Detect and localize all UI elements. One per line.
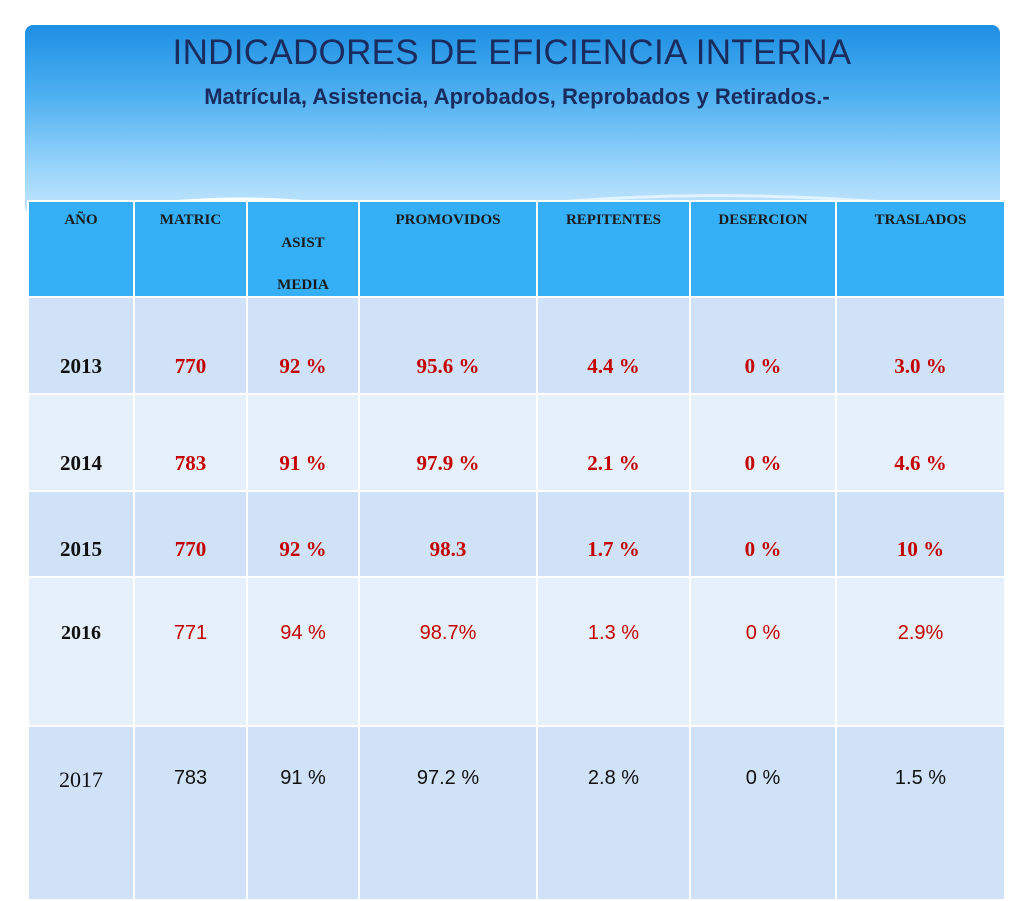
cell-matric: 783 <box>133 725 248 901</box>
cell-year: 2015 <box>27 490 135 578</box>
indicators-table: AÑO MATRIC ASIST MEDIA PROMOVIDOS REPITE… <box>27 200 1006 901</box>
cell-asist: 91 % <box>246 725 360 901</box>
cell-repitentes: 2.1 % <box>536 393 691 492</box>
cell-traslados: 2.9% <box>835 576 1006 727</box>
cell-promovidos: 98.7% <box>358 576 538 727</box>
cell-matric: 771 <box>133 576 248 727</box>
cell-repitentes: 4.4 % <box>536 296 691 395</box>
cell-repitentes: 1.7 % <box>536 490 691 578</box>
cell-matric: 770 <box>133 296 248 395</box>
cell-repitentes: 1.3 % <box>536 576 691 727</box>
table-header-row: AÑO MATRIC ASIST MEDIA PROMOVIDOS REPITE… <box>27 200 1006 298</box>
cell-year: 2016 <box>27 576 135 727</box>
header-year: AÑO <box>27 200 135 298</box>
cell-promovidos: 95.6 % <box>358 296 538 395</box>
header-traslados: TRASLADOS <box>835 200 1006 298</box>
header-promovidos: PROMOVIDOS <box>358 200 538 298</box>
cell-asist: 94 % <box>246 576 360 727</box>
cell-desercion: 0 % <box>689 725 837 901</box>
cell-year: 2013 <box>27 296 135 395</box>
cell-repitentes: 2.8 % <box>536 725 691 901</box>
cell-traslados: 1.5 % <box>835 725 1006 901</box>
table-row: 2017 783 91 % 97.2 % 2.8 % 0 % 1.5 % <box>27 725 1006 901</box>
cell-asist: 92 % <box>246 296 360 395</box>
cell-asist: 92 % <box>246 490 360 578</box>
cell-asist: 91 % <box>246 393 360 492</box>
header-asist-media: ASIST MEDIA <box>246 200 360 298</box>
header-desercion: DESERCION <box>689 200 837 298</box>
table-row: 2015 770 92 % 98.3 1.7 % 0 % 10 % <box>27 490 1006 578</box>
page-subtitle: Matrícula, Asistencia, Aprobados, Reprob… <box>204 84 830 109</box>
cell-desercion: 0 % <box>689 490 837 578</box>
header-matric: MATRIC <box>133 200 248 298</box>
header-asist: ASIST <box>281 235 325 251</box>
cell-promovidos: 97.2 % <box>358 725 538 901</box>
cell-promovidos: 98.3 <box>358 490 538 578</box>
header-repitentes: REPITENTES <box>536 200 691 298</box>
cell-desercion: 0 % <box>689 393 837 492</box>
cell-traslados: 10 % <box>835 490 1006 578</box>
cell-promovidos: 97.9 % <box>358 393 538 492</box>
cell-traslados: 3.0 % <box>835 296 1006 395</box>
cell-year: 2017 <box>27 725 135 901</box>
cell-year: 2014 <box>27 393 135 492</box>
table-row: 2013 770 92 % 95.6 % 4.4 % 0 % 3.0 % <box>27 296 1006 395</box>
table-row: 2016 771 94 % 98.7% 1.3 % 0 % 2.9% <box>27 576 1006 727</box>
cell-traslados: 4.6 % <box>835 393 1006 492</box>
page-title: INDICADORES DE EFICIENCIA INTERNA <box>172 33 852 72</box>
table-row: 2014 783 91 % 97.9 % 2.1 % 0 % 4.6 % <box>27 393 1006 492</box>
cell-matric: 770 <box>133 490 248 578</box>
header-media: MEDIA <box>277 277 329 293</box>
cell-desercion: 0 % <box>689 296 837 395</box>
cell-desercion: 0 % <box>689 576 837 727</box>
cell-matric: 783 <box>133 393 248 492</box>
